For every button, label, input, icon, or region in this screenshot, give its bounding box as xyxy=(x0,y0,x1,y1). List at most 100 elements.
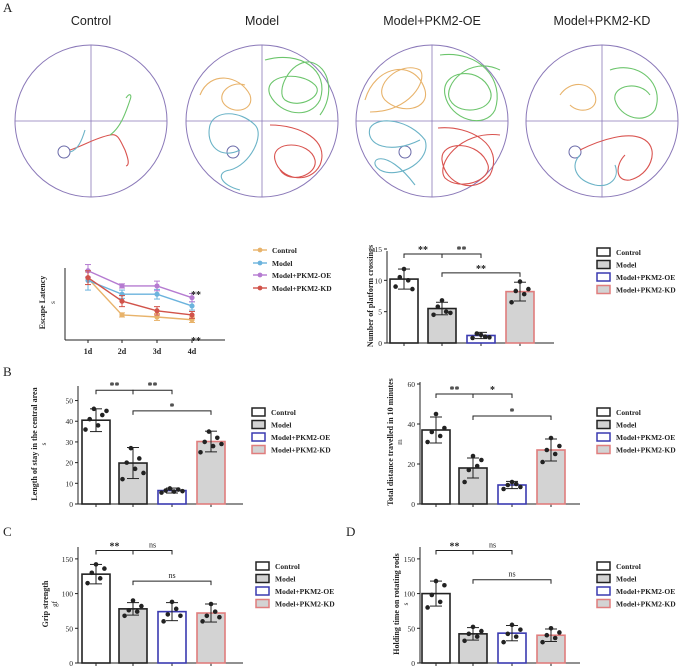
series-line xyxy=(87,277,193,316)
significance-bracket xyxy=(472,550,513,555)
panel-label-a: A xyxy=(3,0,13,15)
y-tick-label: 20 xyxy=(66,459,74,468)
y-tick-label: 0 xyxy=(411,659,415,666)
y-axis-unit: s xyxy=(40,442,48,445)
legend-swatch xyxy=(596,598,611,609)
data-point xyxy=(189,312,195,318)
track-title-control: Control xyxy=(71,14,111,28)
data-point xyxy=(462,638,467,644)
data-point xyxy=(137,456,142,461)
data-point xyxy=(505,631,511,637)
y-tick-label: 0 xyxy=(411,500,415,509)
significance-label: ** xyxy=(148,381,158,392)
y-tick-label: 150 xyxy=(404,555,416,564)
y-tick-label: 50 xyxy=(66,397,74,406)
y-tick-label: 0 xyxy=(378,339,382,348)
data-point xyxy=(437,433,443,439)
x-tick-label: 2d xyxy=(118,347,127,356)
x-tick-label: 3d xyxy=(153,347,162,356)
grip-strength-chart: 0 50 100 150 Grip strength gf ** ns ns xyxy=(41,541,243,666)
data-point xyxy=(479,628,484,634)
maze-track-oe xyxy=(355,44,509,198)
y-tick-label: 50 xyxy=(408,624,416,633)
bar xyxy=(81,573,111,664)
data-point xyxy=(85,580,90,586)
data-point xyxy=(393,284,398,289)
legend-label: Model xyxy=(272,259,292,268)
data-point xyxy=(401,266,407,272)
data-point xyxy=(210,443,216,449)
legend-swatch xyxy=(251,407,266,417)
data-point xyxy=(425,605,430,610)
legend-label: Model+PKM2-KD xyxy=(616,446,676,455)
data-point xyxy=(130,598,136,603)
significance-label: ** xyxy=(110,381,120,392)
data-point xyxy=(104,408,109,414)
data-point xyxy=(478,332,484,338)
data-point xyxy=(552,635,558,641)
data-point xyxy=(100,412,105,418)
data-point xyxy=(509,622,515,628)
data-point xyxy=(429,592,435,598)
data-point xyxy=(119,312,125,318)
legend-label: Control xyxy=(616,408,641,417)
data-point xyxy=(189,295,195,301)
data-point xyxy=(154,308,160,314)
y-tick-label: 10 xyxy=(66,479,74,488)
y-tick-label: 30 xyxy=(66,438,74,447)
data-point xyxy=(526,286,531,292)
data-point xyxy=(548,435,554,441)
data-point xyxy=(180,488,185,494)
data-point xyxy=(176,487,181,492)
legend-line-chart: Control Model Model+PKM2-OE Model+PKM2-KD xyxy=(253,246,332,293)
significance-label: ns xyxy=(489,541,496,550)
data-point xyxy=(540,459,545,465)
legend-label: Control xyxy=(616,562,641,571)
maze-track-control xyxy=(14,44,168,198)
significance-label: * xyxy=(510,407,515,418)
legend-distance: Control Model Model+PKM2-OE Model+PKM2-KD xyxy=(596,407,676,455)
data-point xyxy=(544,447,550,453)
legend-swatch xyxy=(255,586,270,596)
data-point xyxy=(165,612,171,617)
significance-label: ns xyxy=(149,541,156,550)
data-point xyxy=(482,334,488,340)
data-point xyxy=(126,607,132,613)
data-point xyxy=(189,303,195,309)
legend-central: Control Model Model+PKM2-OE Model+PKM2-KD xyxy=(251,407,331,455)
series-line xyxy=(87,270,193,299)
data-point xyxy=(178,613,183,619)
data-point xyxy=(83,427,88,432)
significance-bracket xyxy=(132,550,173,555)
data-point xyxy=(134,609,140,614)
data-point xyxy=(552,451,558,457)
data-point xyxy=(132,466,138,472)
y-axis-unit: gf xyxy=(51,600,59,607)
legend-swatch xyxy=(596,586,611,596)
panel-label-c: C xyxy=(3,524,12,539)
legend-crossings: Control Model Model+PKM2-OE Model+PKM2-KD xyxy=(596,247,676,295)
y-tick-label: 40 xyxy=(408,420,416,429)
y-axis-unit: s xyxy=(402,602,410,605)
significance-bracket xyxy=(472,393,513,398)
significance-label: ** xyxy=(450,542,460,553)
data-point xyxy=(169,599,175,605)
legend-label: Model+PKM2-KD xyxy=(275,600,335,609)
data-point xyxy=(200,619,205,624)
legend-swatch xyxy=(596,259,611,270)
data-point xyxy=(95,423,101,428)
track-title-kd: Model+PKM2-KD xyxy=(554,14,651,28)
significance-label: ** xyxy=(450,385,460,396)
data-point xyxy=(202,439,207,445)
legend-label: Model+PKM2-OE xyxy=(271,433,330,442)
data-point xyxy=(154,283,160,289)
data-point xyxy=(505,482,511,488)
legend-swatch xyxy=(596,284,611,295)
series-line xyxy=(87,279,193,307)
data-point xyxy=(97,576,103,581)
data-point xyxy=(470,453,476,459)
significance-label: * xyxy=(490,385,495,396)
y-axis-label: Total distance travelled in 10 minutes xyxy=(386,378,395,505)
data-point xyxy=(410,286,415,292)
